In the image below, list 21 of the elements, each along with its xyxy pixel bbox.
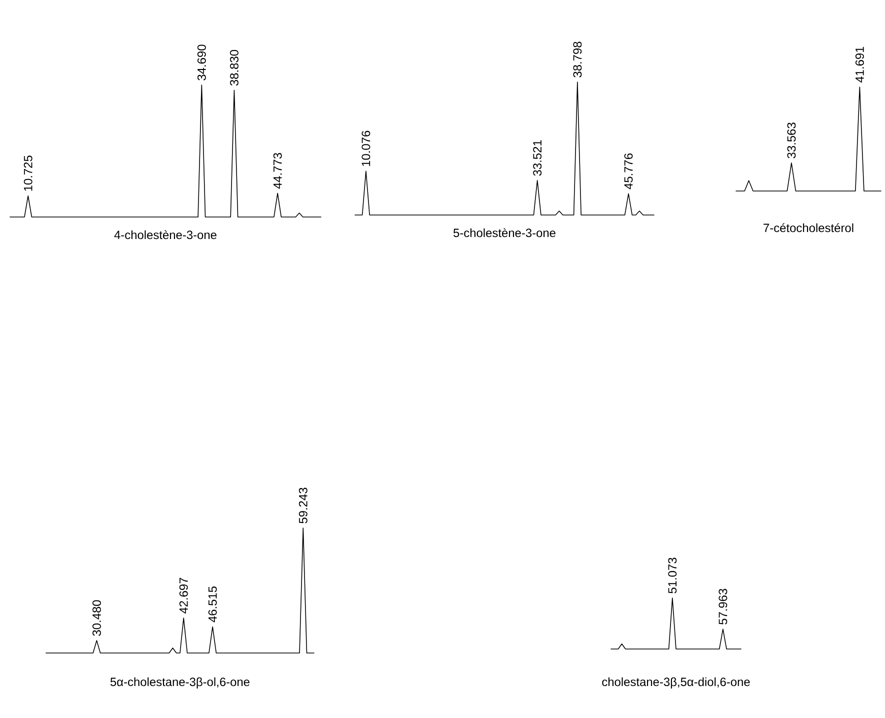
annotation: 46.515	[208, 586, 217, 622]
annotation: 10.076	[362, 130, 370, 166]
text: 7-cétocholestérol	[764, 223, 854, 232]
text: cholestane-3β,5α-diol,6-one	[602, 677, 750, 689]
annotation: 38.830	[230, 50, 238, 86]
text: 5-cholestène-3-one	[453, 228, 556, 238]
annotation: 41.691	[855, 46, 864, 83]
annotation: 30.480	[92, 600, 101, 636]
text: 4-cholestène-3-one	[114, 230, 216, 240]
annotation: 59.243	[298, 488, 308, 524]
annotation: 33.521	[533, 140, 542, 176]
annotation: 38.798	[573, 42, 582, 78]
text: 5α-cholestane-3β-ol,6-one	[110, 677, 250, 689]
annotation: 33.563	[787, 122, 796, 158]
annotation: 51.073	[668, 558, 677, 594]
annotation: 57.963	[718, 588, 728, 624]
annotation: 44.773	[273, 153, 282, 189]
annotation: 45.776	[624, 153, 633, 190]
annotation: 42.697	[179, 578, 188, 614]
annotation: 10.725	[24, 156, 32, 191]
annotation: 34.690	[197, 44, 206, 80]
